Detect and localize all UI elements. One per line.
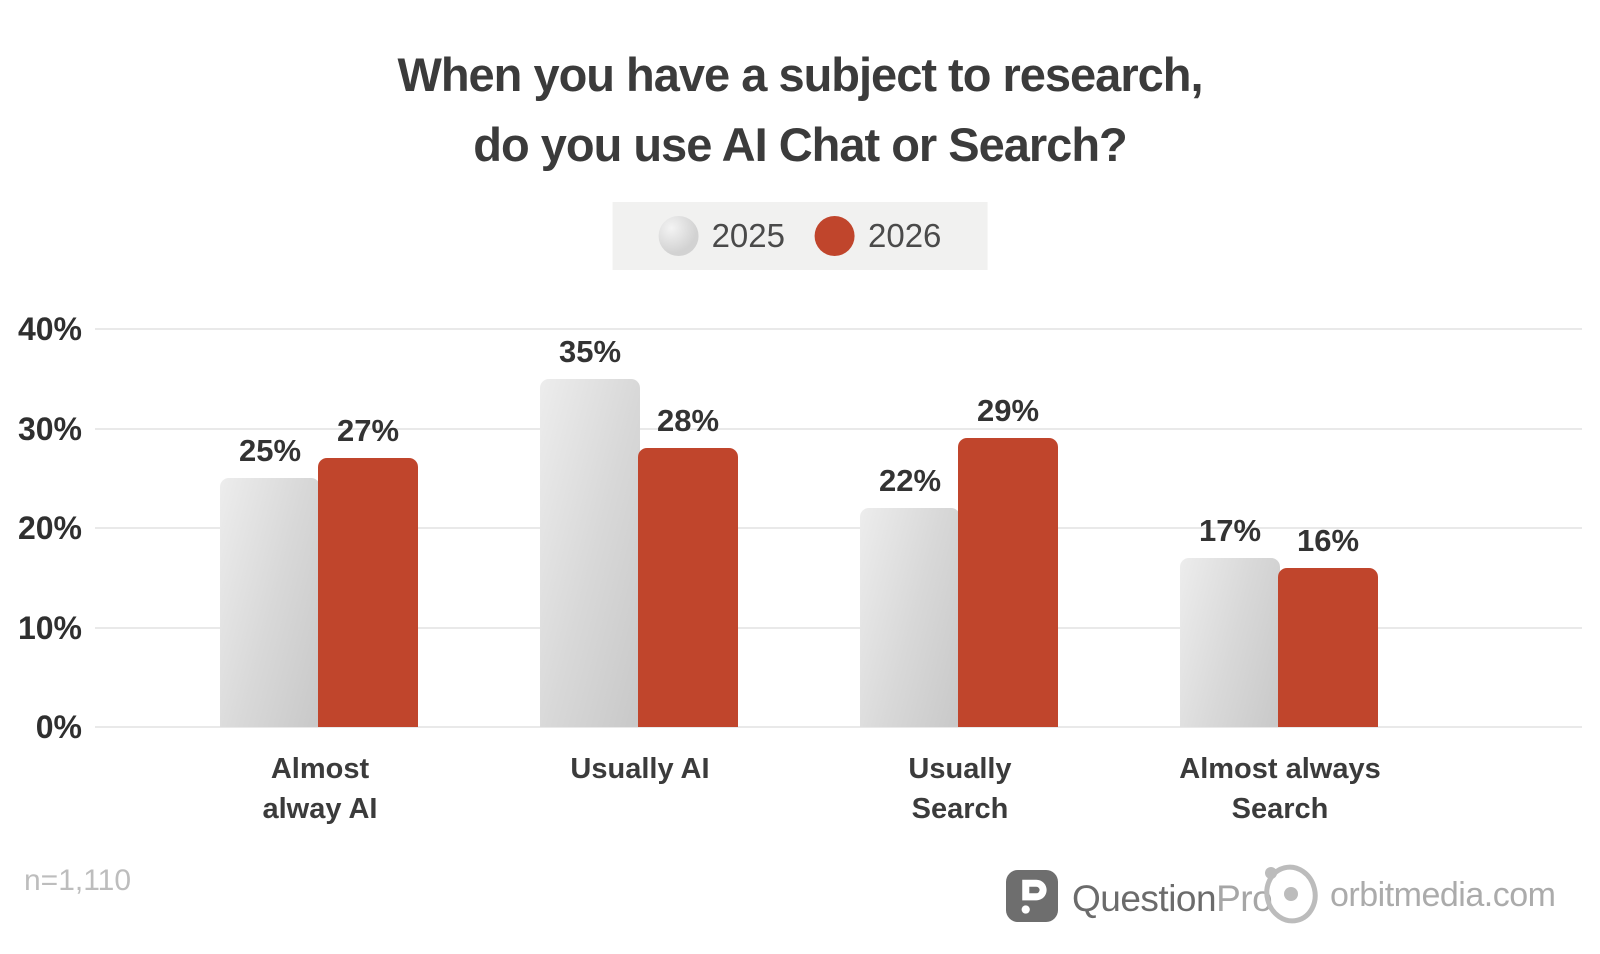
legend-label-2025: 2025: [711, 217, 785, 254]
bar-value-label-2025-1: 35%: [558, 333, 622, 369]
y-tick-label-20: 20%: [17, 510, 82, 546]
gridline-20: [95, 527, 1582, 529]
orbitmedia-logo-icon: [1258, 860, 1322, 931]
bar-2025-1: [540, 378, 640, 727]
legend-label-2026: 2026: [868, 217, 942, 254]
legend-swatch-2026: [815, 216, 855, 256]
y-tick-label-30: 30%: [17, 410, 82, 447]
legend-item-2025: 2025: [658, 216, 785, 256]
y-tick-label-40: 40%: [17, 311, 82, 347]
bar-2025-0: [220, 478, 320, 727]
sample-size-label: n=1,110: [24, 864, 132, 897]
x-category-label-0: Almost alway AI: [160, 749, 480, 829]
bar-group-0: 25% 27%: [220, 329, 420, 727]
bar-2025-3: [1180, 557, 1280, 727]
gridline-0: [95, 726, 1582, 728]
bar-group-3: 17% 16%: [1180, 329, 1380, 727]
legend-swatch-2025: [658, 216, 699, 256]
bar-2026-3: [1278, 567, 1378, 727]
bar-group-1: 35% 28%: [540, 329, 740, 727]
bar-value-label-2025-2: 22%: [878, 463, 942, 499]
orbitmedia-logo: orbitmedia.com: [1258, 860, 1556, 931]
bar-2025-2: [860, 508, 960, 727]
y-tick-label-10: 10%: [17, 609, 82, 646]
questionpro-text-pro: Pro: [1216, 877, 1273, 919]
bar-value-label-2026-3: 16%: [1296, 522, 1360, 558]
x-category-label-line: alway AI: [262, 793, 378, 825]
x-category-label-line: Usually AI: [570, 753, 710, 785]
questionpro-text-question: Question: [1072, 877, 1217, 919]
chart-title-line1: When you have a subject to research,: [397, 48, 1203, 101]
bar-value-label-2025-3: 17%: [1198, 512, 1262, 548]
orbitmedia-logo-text: orbitmedia.com: [1330, 876, 1556, 914]
gridline-10: [95, 626, 1582, 629]
x-category-label-line: Search: [1231, 793, 1329, 825]
chart-title: When you have a subject to research, do …: [0, 40, 1600, 180]
bar-2026-2: [958, 438, 1058, 727]
x-category-label-3: Almost always Search: [1120, 749, 1440, 829]
gridline-30: [95, 427, 1582, 430]
x-category-label-line: Usually: [908, 753, 1012, 785]
questionpro-logo-text: QuestionPro: [1072, 877, 1273, 920]
bar-value-label-2026-1: 28%: [656, 403, 720, 439]
x-category-label-1: Usually AI: [480, 749, 800, 789]
x-category-label-line: Almost always: [1179, 753, 1381, 785]
chart-title-line2: do you use AI Chat or Search?: [473, 118, 1128, 171]
bar-value-label-2026-2: 29%: [976, 393, 1040, 429]
x-category-label-line: Search: [911, 793, 1009, 825]
questionpro-logo-icon: [1006, 870, 1058, 927]
plot-area: 0% 10% 20% 30% 40% 25% 27% Almost alway AI 35% 28%…: [18, 313, 1582, 825]
bar-2026-1: [638, 448, 738, 727]
x-category-label-2: Usually Search: [800, 749, 1120, 829]
bar-2026-0: [318, 458, 418, 727]
bar-value-label-2025-0: 25%: [238, 433, 302, 469]
gridline-40: [95, 328, 1582, 330]
legend-item-2026: 2026: [815, 216, 941, 256]
legend: 2025 2026: [612, 202, 988, 270]
bar-group-2: 22% 29%: [860, 329, 1060, 727]
y-tick-label-0: 0%: [35, 709, 82, 745]
bar-value-label-2026-0: 27%: [336, 413, 400, 449]
questionpro-logo: QuestionPro: [1006, 870, 1273, 927]
x-category-label-line: Almost: [270, 753, 370, 785]
